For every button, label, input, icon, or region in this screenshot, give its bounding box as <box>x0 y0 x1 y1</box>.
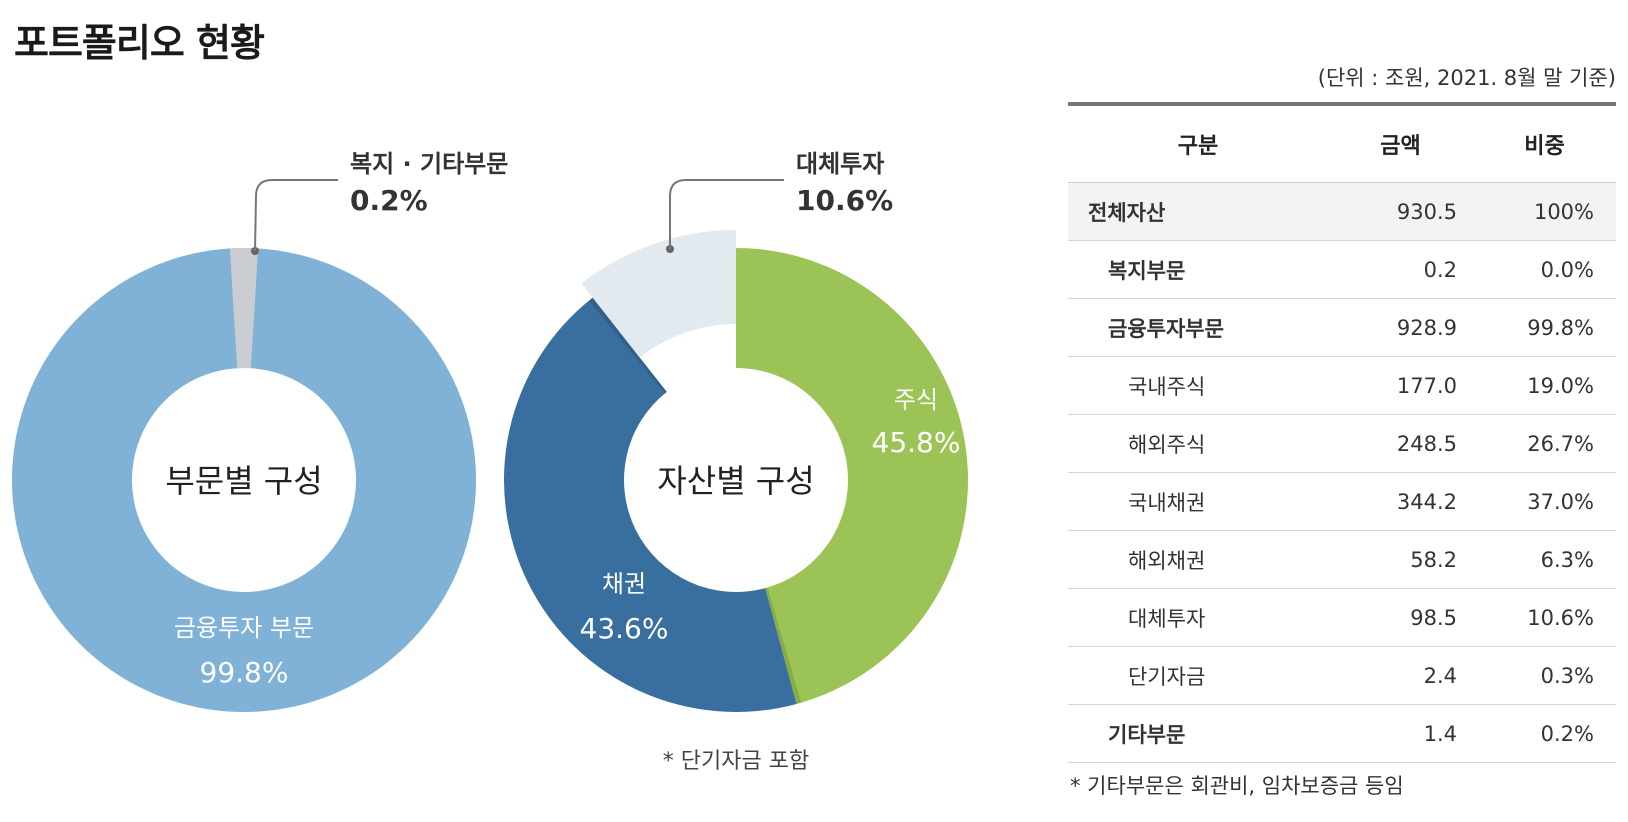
row-share: 26.7% <box>1473 414 1616 473</box>
row-label: 전체자산 <box>1068 182 1328 241</box>
slice-value-label: 43.6% <box>580 612 669 645</box>
row-amount: 58.2 <box>1328 530 1473 589</box>
row-amount: 2.4 <box>1328 646 1473 705</box>
portfolio-table: 구분 금액 비중 전체자산 930.5 100% 복지부문 0.2 0.0% 금융투자부문 9… <box>1068 102 1616 763</box>
slice-edge <box>765 587 802 704</box>
row-label: 국내주식 <box>1068 356 1328 415</box>
slice-edge <box>588 297 667 394</box>
row-share: 0.3% <box>1473 646 1616 705</box>
slice-주식 <box>736 248 969 704</box>
row-label: 해외채권 <box>1068 530 1328 589</box>
row-share: 6.3% <box>1473 530 1616 589</box>
row-amount: 248.5 <box>1328 414 1473 473</box>
table-row: 해외주식 248.5 26.7% <box>1068 414 1616 473</box>
row-share: 37.0% <box>1473 472 1616 531</box>
row-amount: 930.5 <box>1328 182 1473 241</box>
row-share: 0.2% <box>1473 704 1616 763</box>
slice-금융투자 부문 <box>11 248 476 712</box>
row-share: 10.6% <box>1473 588 1616 647</box>
page-title: 포트폴리오 현황 <box>14 21 265 65</box>
slice-label: 금융투자 부문 <box>174 614 314 642</box>
row-amount: 177.0 <box>1328 356 1473 415</box>
donut-center-label: 부문별 구성 <box>165 462 322 500</box>
slice-복지 · 기타부문 <box>229 247 259 369</box>
header-category: 구분 <box>1068 104 1328 183</box>
table-row: 복지부문 0.2 0.0% <box>1068 240 1616 299</box>
table-body: 전체자산 930.5 100% 복지부문 0.2 0.0% 금융투자부문 928.9 99.8%… <box>1068 182 1616 763</box>
row-share: 100% <box>1473 182 1616 241</box>
slice-value-label: 45.8% <box>872 426 961 459</box>
table-row: 국내주식 177.0 19.0% <box>1068 356 1616 415</box>
table-row: 전체자산 930.5 100% <box>1068 182 1616 241</box>
slice-채권 <box>503 297 797 713</box>
callout-value: 10.6% <box>796 184 893 217</box>
row-share: 0.0% <box>1473 240 1616 299</box>
callout-line <box>669 179 784 249</box>
callout-value: 0.2% <box>350 184 428 217</box>
table-header-row: 구분 금액 비중 <box>1068 104 1616 183</box>
row-label: 대체투자 <box>1068 588 1328 647</box>
table-row: 기타부문 1.4 0.2% <box>1068 704 1616 763</box>
row-label: 해외주식 <box>1068 414 1328 473</box>
row-share: 99.8% <box>1473 298 1616 357</box>
row-amount: 1.4 <box>1328 704 1473 763</box>
callout-label: 대체투자 <box>796 150 884 178</box>
donut-chart-2 <box>503 179 969 713</box>
table-row: 해외채권 58.2 6.3% <box>1068 530 1616 589</box>
chart-footnote: * 단기자금 포함 <box>663 749 809 774</box>
row-label: 국내채권 <box>1068 472 1328 531</box>
row-amount: 344.2 <box>1328 472 1473 531</box>
row-amount: 0.2 <box>1328 240 1473 299</box>
table-row: 국내채권 344.2 37.0% <box>1068 472 1616 531</box>
table-row: 금융투자부문 928.9 99.8% <box>1068 298 1616 357</box>
table-row: 대체투자 98.5 10.6% <box>1068 588 1616 647</box>
row-label: 기타부문 <box>1068 704 1328 763</box>
row-amount: 98.5 <box>1328 588 1473 647</box>
unit-note: (단위 : 조원, 2021. 8월 말 기준) <box>1317 66 1616 90</box>
header-amount: 금액 <box>1328 104 1473 183</box>
row-label: 금융투자부문 <box>1068 298 1328 357</box>
donut-chart-1 <box>11 179 476 712</box>
header-share: 비중 <box>1473 104 1616 183</box>
portfolio-table-wrap: 구분 금액 비중 전체자산 930.5 100% 복지부문 0.2 0.0% 금융투자부문 9… <box>1068 102 1616 763</box>
row-amount: 928.9 <box>1328 298 1473 357</box>
table-row: 단기자금 2.4 0.3% <box>1068 646 1616 705</box>
callout-line <box>254 179 338 252</box>
callout-label: 복지 · 기타부문 <box>350 150 508 178</box>
row-label: 단기자금 <box>1068 646 1328 705</box>
slice-label: 채권 <box>602 570 646 598</box>
slice-value-label: 99.8% <box>200 656 289 689</box>
row-label: 복지부문 <box>1068 240 1328 299</box>
row-share: 19.0% <box>1473 356 1616 415</box>
slice-대체투자 <box>581 230 736 358</box>
table-footnote: * 기타부문은 회관비, 임차보증금 등임 <box>1070 774 1404 798</box>
donut-center-label: 자산별 구성 <box>657 462 814 500</box>
portfolio-charts: 금융투자 부문 99.8% 복지 · 기타부문 0.2% 부문별 구성 주식 45.8% 채권… <box>11 150 969 774</box>
slice-label: 주식 <box>894 386 938 414</box>
